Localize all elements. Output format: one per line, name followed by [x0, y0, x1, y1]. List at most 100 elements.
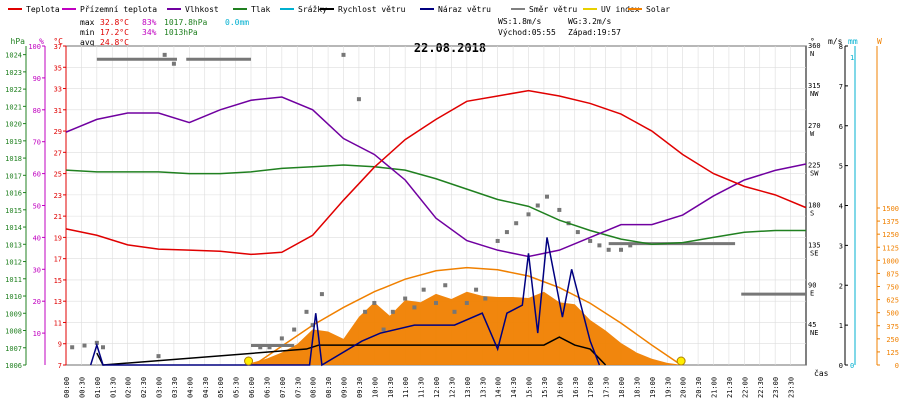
- tick-label: 0: [839, 362, 843, 370]
- tick-label: 40: [33, 234, 41, 242]
- tick-label: 9: [58, 341, 62, 349]
- x-tick-label: 10:30: [387, 377, 395, 398]
- x-axis: 00:00 00:30 01:00 01:30 02:00 02:30 03:00 03:30…: [63, 368, 829, 398]
- wind-direction-point: [403, 296, 408, 301]
- legend-label: Teplota: [26, 5, 60, 14]
- tick-label: S: [810, 210, 814, 218]
- x-tick-label: 17:00: [587, 377, 595, 398]
- x-tick-label: 09:30: [356, 377, 364, 398]
- temperature-line: [65, 89, 807, 256]
- wind-direction-point: [319, 292, 324, 297]
- tick-label: 19: [54, 234, 62, 242]
- tick-label: 70: [33, 139, 41, 147]
- tick-label: 1020: [5, 121, 22, 129]
- stats-avg-label: avg: [80, 38, 95, 47]
- axis-label: m/s: [828, 37, 843, 46]
- tick-label: W: [810, 130, 815, 138]
- tick-label: 1007: [5, 345, 22, 353]
- sun-marker: [676, 356, 686, 366]
- tick-label: 0: [850, 362, 854, 370]
- x-tick-label: 12:00: [433, 377, 441, 398]
- x-tick-label: 09:00: [341, 377, 349, 398]
- tick-label: 30: [33, 266, 41, 274]
- x-tick-label: 06:00: [248, 377, 256, 398]
- tick-label: 315: [808, 82, 821, 90]
- stats-sunset: Západ:19:57: [568, 28, 621, 37]
- tick-label: 8: [839, 43, 843, 51]
- wind-direction-point: [535, 203, 540, 208]
- stats-ws: WS:1.8m/s: [498, 17, 542, 26]
- axis-label: hPa: [11, 37, 26, 46]
- tick-label: 1019: [5, 138, 22, 146]
- x-tick-label: 12:30: [448, 377, 456, 398]
- wind-direction-point: [628, 243, 633, 248]
- x-tick-label: 16:30: [572, 377, 580, 398]
- x-tick-label: 01:30: [109, 377, 117, 398]
- stats-avg-temp: 24.8°C: [100, 38, 129, 47]
- tick-label: 90: [33, 75, 41, 83]
- tick-label: 31: [54, 107, 62, 115]
- tick-label: 1375: [882, 218, 899, 226]
- wind-direction-point: [279, 336, 284, 341]
- tick-label: 1014: [5, 224, 22, 232]
- x-tick-label: 14:30: [510, 377, 518, 398]
- tick-label: 375: [886, 323, 899, 331]
- x-tick-label: 21:30: [726, 377, 734, 398]
- wind-direction-point: [171, 61, 176, 66]
- stats-max-hum: 83%: [142, 18, 157, 27]
- tick-label: 3: [839, 242, 843, 250]
- tick-label: 500: [886, 310, 899, 318]
- tick-label: 17: [54, 256, 62, 264]
- tick-label: 13: [54, 298, 62, 306]
- stats-min-temp: 17.2°C: [100, 28, 129, 37]
- wind-direction-point: [545, 194, 549, 199]
- tick-label: 11: [54, 319, 62, 327]
- tick-label: 750: [886, 284, 899, 292]
- x-tick-label: 15:00: [526, 377, 534, 398]
- axis-label: mm: [848, 37, 858, 46]
- x-tick-label: 19:30: [664, 377, 672, 398]
- x-tick-label: 00:30: [78, 377, 86, 398]
- legend-label: Náraz větru: [438, 5, 491, 14]
- tick-label: 45: [808, 321, 816, 329]
- axis-label: °: [810, 37, 815, 46]
- axis-label: W: [877, 37, 882, 46]
- wind-direction-point: [606, 247, 611, 252]
- tick-label: 15: [54, 277, 62, 285]
- pressure-line: [65, 164, 806, 246]
- x-tick-label: 22:00: [741, 377, 749, 398]
- wind-direction-point: [619, 247, 623, 252]
- wind-direction-point: [474, 287, 479, 292]
- wind-direction-point: [363, 309, 368, 314]
- stats-wg: WG:3.2m/s: [568, 17, 612, 26]
- legend-label: Solar: [646, 5, 670, 14]
- wind-direction-point: [162, 52, 167, 57]
- tick-label: 37: [54, 43, 62, 51]
- legend-label: Tlak: [251, 5, 270, 14]
- x-tick-label: 03:30: [171, 377, 179, 398]
- tick-label: 100: [28, 43, 41, 51]
- stats-min-hum: 34%: [142, 28, 157, 37]
- wind-direction-point: [82, 343, 87, 348]
- wind-direction-point: [267, 345, 272, 350]
- x-tick-label: 23:00: [772, 377, 780, 398]
- tick-label: 1011: [5, 276, 22, 284]
- x-tick-label: 13:00: [464, 377, 472, 398]
- x-tick-label: 02:00: [125, 377, 133, 398]
- solar-area: [251, 291, 683, 365]
- stats-sunrise: Východ:05:55: [498, 28, 556, 37]
- tick-label: 875: [886, 270, 899, 278]
- wind-direction-point: [381, 327, 386, 332]
- wind-direction-point: [597, 243, 602, 248]
- wind-direction-point: [341, 52, 346, 57]
- x-tick-label: 23:30: [788, 377, 796, 398]
- tick-label: 80: [33, 107, 41, 115]
- wind-direction-point: [292, 327, 297, 332]
- x-tick-label: 01:00: [94, 377, 102, 398]
- legend-label: Srážky: [298, 5, 327, 14]
- wind-direction-point: [443, 283, 448, 288]
- tick-label: 90: [808, 281, 816, 289]
- tick-label: 1016: [5, 190, 22, 198]
- tick-label: 1012: [5, 259, 22, 267]
